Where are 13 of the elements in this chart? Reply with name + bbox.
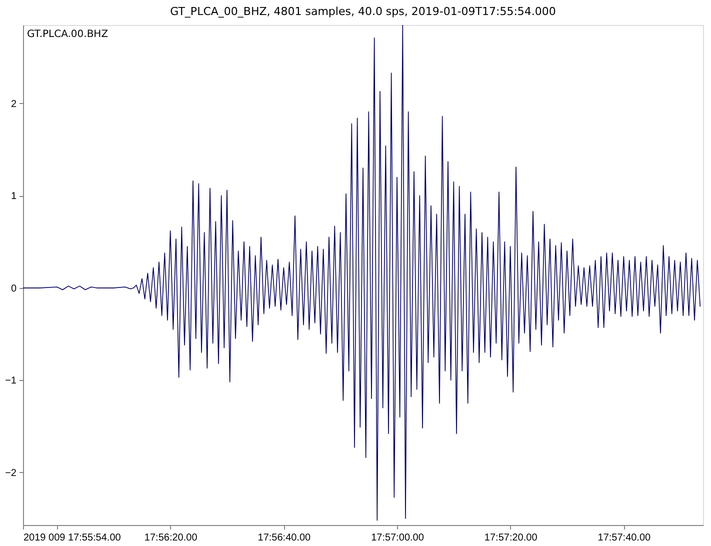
y-tick-label: −1: [5, 376, 17, 387]
chart-title: GT_PLCA_00_BHZ, 4801 samples, 40.0 sps, 2019-01-09T17:55:54.000: [170, 5, 556, 18]
y-tick-label: 1: [10, 191, 17, 202]
x-tick-label: 2019 009 17:55:54.00: [24, 532, 122, 544]
y-tick-label: 0: [10, 283, 17, 294]
annotation: GT.PLCA.00.BHZ: [27, 29, 108, 40]
y-tick-label: −2: [5, 468, 17, 479]
x-tick-label: 17:56:40.00: [258, 532, 312, 544]
x-tick-label: 17:56:20.00: [144, 532, 198, 544]
x-tick-label: 17:57:40.00: [598, 532, 652, 544]
y-tick-label: 2: [10, 98, 17, 110]
x-tick-label: 17:57:00.00: [371, 532, 424, 544]
x-tick-label: 17:57:20.00: [484, 532, 538, 544]
